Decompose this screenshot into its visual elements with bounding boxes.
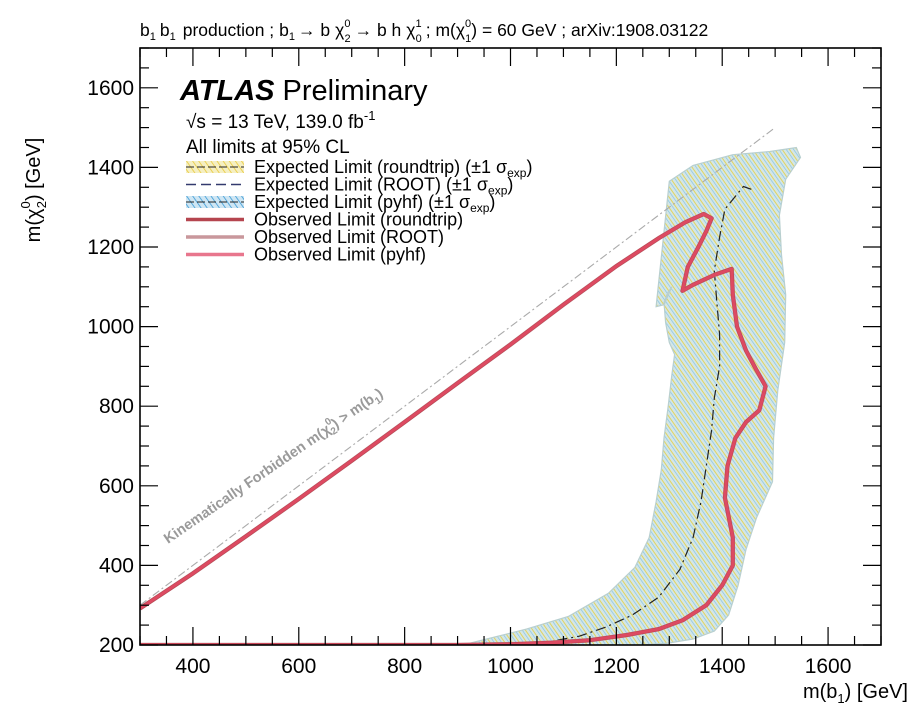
y-axis-label: m(χ02) [GeV] — [18, 138, 49, 243]
x-tick-label: 400 — [175, 655, 210, 678]
x-tick-label: 1600 — [805, 655, 852, 678]
y-tick-label: 1600 — [87, 77, 134, 100]
y-tick-label: 200 — [99, 634, 134, 657]
chart-title: b1 b1 production ; b1 → b χ0 2 → b h χ1 0; m(χ0 1)… — [140, 18, 708, 45]
energy-label: √s = 13 TeV, 139.0 fb-1 — [186, 108, 375, 133]
y-tick-label: 800 — [99, 395, 134, 418]
legend-label: Observed Limit (pyhf) — [254, 245, 426, 265]
x-tick-label: 800 — [387, 655, 422, 678]
kinematic-limit-line — [140, 127, 776, 606]
x-axis-label: m(b1) [GeV] — [803, 681, 908, 706]
cl-label: All limits at 95% CL — [186, 137, 350, 158]
legend-label: Expected Limit (roundtrip) (±1 σexp) — [254, 157, 532, 180]
y-tick-label: 1000 — [87, 316, 134, 339]
legend: Expected Limit (roundtrip) (±1 σexp)Expe… — [186, 157, 532, 265]
expected-limit-line — [552, 185, 752, 642]
legend-label: Expected Limit (ROOT) (±1 σexp) — [254, 175, 513, 198]
axis-ticks: 400 600 800 1000 1200 1400 1600 200 400 600 800 100… — [87, 47, 882, 678]
y-tick-label: 600 — [99, 475, 134, 498]
x-tick-label: 1200 — [593, 655, 640, 678]
legend-label: Observed Limit (roundtrip) — [254, 210, 463, 230]
legend-label: Expected Limit (pyhf) (±1 σexp) — [254, 192, 495, 215]
expected-band-pyhf — [462, 146, 802, 645]
y-tick-label: 1200 — [87, 236, 134, 259]
observed-limit-line-2 — [140, 212, 768, 645]
forbidden-label: Kinematically Forbidden m(χ02) > m(b1) — [160, 383, 388, 550]
x-tick-label: 1400 — [699, 655, 746, 678]
x-tick-label: 1000 — [487, 655, 534, 678]
y-tick-label: 1400 — [87, 156, 134, 179]
y-tick-label: 400 — [99, 554, 134, 577]
legend-label: Observed Limit (ROOT) — [254, 227, 444, 247]
experiment-label: ATLAS Preliminary — [179, 75, 428, 107]
plot-area — [140, 127, 802, 645]
x-tick-label: 600 — [281, 655, 316, 678]
